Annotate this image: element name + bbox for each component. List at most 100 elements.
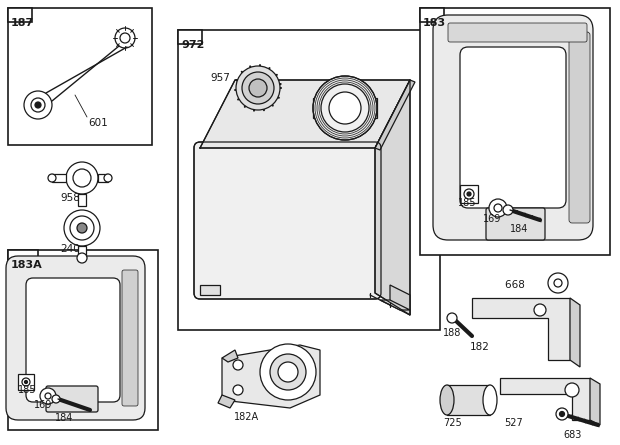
Circle shape xyxy=(66,162,98,194)
Text: 185: 185 xyxy=(18,385,37,395)
Bar xyxy=(8,8,32,22)
Circle shape xyxy=(40,388,56,404)
Bar xyxy=(460,185,478,203)
Circle shape xyxy=(233,360,243,370)
Bar xyxy=(8,250,38,264)
Circle shape xyxy=(242,72,274,104)
FancyBboxPatch shape xyxy=(569,32,590,223)
Circle shape xyxy=(104,174,112,182)
Circle shape xyxy=(73,169,91,187)
Circle shape xyxy=(24,91,52,119)
Text: 188: 188 xyxy=(443,328,461,338)
Circle shape xyxy=(534,304,546,316)
FancyBboxPatch shape xyxy=(460,47,566,208)
Text: 601: 601 xyxy=(88,118,108,128)
Polygon shape xyxy=(200,285,220,295)
Circle shape xyxy=(22,378,30,386)
Text: 183: 183 xyxy=(423,18,446,28)
Circle shape xyxy=(489,199,507,217)
Circle shape xyxy=(467,192,471,196)
Bar xyxy=(420,8,444,22)
Circle shape xyxy=(249,79,267,97)
Bar xyxy=(18,374,34,390)
Text: 169: 169 xyxy=(34,400,52,410)
Polygon shape xyxy=(590,378,600,425)
FancyBboxPatch shape xyxy=(46,386,98,412)
Circle shape xyxy=(447,313,457,323)
Text: 527: 527 xyxy=(504,418,523,428)
Circle shape xyxy=(559,412,564,417)
Polygon shape xyxy=(390,285,410,315)
Text: 169: 169 xyxy=(483,214,502,224)
Circle shape xyxy=(313,76,377,140)
Circle shape xyxy=(45,393,51,399)
Circle shape xyxy=(494,204,502,212)
Circle shape xyxy=(464,189,474,199)
Circle shape xyxy=(565,383,579,397)
Text: 182A: 182A xyxy=(234,412,259,422)
Circle shape xyxy=(25,380,27,384)
Text: 185: 185 xyxy=(458,198,477,208)
Circle shape xyxy=(35,102,41,108)
Text: 725: 725 xyxy=(443,418,462,428)
Circle shape xyxy=(556,408,568,420)
Circle shape xyxy=(48,174,56,182)
Circle shape xyxy=(52,395,60,403)
Circle shape xyxy=(115,28,135,48)
Circle shape xyxy=(31,98,45,112)
FancyBboxPatch shape xyxy=(486,208,545,240)
Text: 187: 187 xyxy=(11,18,34,28)
Circle shape xyxy=(321,84,369,132)
Polygon shape xyxy=(78,194,86,206)
Circle shape xyxy=(503,205,513,215)
Polygon shape xyxy=(200,80,410,148)
Polygon shape xyxy=(52,174,66,182)
Polygon shape xyxy=(98,174,108,182)
Text: 683: 683 xyxy=(563,430,582,440)
Polygon shape xyxy=(570,298,580,367)
FancyBboxPatch shape xyxy=(122,270,138,406)
Polygon shape xyxy=(375,80,415,150)
Circle shape xyxy=(329,92,361,124)
Circle shape xyxy=(278,362,298,382)
Polygon shape xyxy=(472,298,570,360)
FancyBboxPatch shape xyxy=(194,142,381,299)
Polygon shape xyxy=(375,80,410,315)
FancyBboxPatch shape xyxy=(433,15,593,240)
Circle shape xyxy=(260,344,316,400)
Bar xyxy=(178,30,202,44)
FancyBboxPatch shape xyxy=(26,278,120,402)
Bar xyxy=(8,8,152,145)
Text: 184: 184 xyxy=(510,224,528,234)
Polygon shape xyxy=(380,300,410,310)
FancyBboxPatch shape xyxy=(6,256,145,420)
Polygon shape xyxy=(78,246,86,258)
Polygon shape xyxy=(222,350,238,362)
Polygon shape xyxy=(447,385,490,415)
Bar xyxy=(8,250,158,430)
Circle shape xyxy=(236,66,280,110)
Text: 182: 182 xyxy=(470,342,490,352)
Circle shape xyxy=(548,273,568,293)
Ellipse shape xyxy=(440,385,454,415)
Polygon shape xyxy=(500,378,590,420)
Text: 957: 957 xyxy=(210,73,230,83)
Text: 958: 958 xyxy=(60,193,80,203)
Text: 183A: 183A xyxy=(11,260,43,270)
Circle shape xyxy=(64,210,100,246)
Circle shape xyxy=(554,279,562,287)
Bar xyxy=(178,30,440,330)
Circle shape xyxy=(233,385,243,395)
Text: eReplacementParts.com: eReplacementParts.com xyxy=(208,223,412,240)
FancyBboxPatch shape xyxy=(313,98,377,118)
Circle shape xyxy=(120,33,130,43)
Polygon shape xyxy=(218,395,235,408)
Circle shape xyxy=(270,354,306,390)
Circle shape xyxy=(77,253,87,263)
Ellipse shape xyxy=(483,385,497,415)
Text: 972: 972 xyxy=(181,40,205,50)
Bar xyxy=(420,8,610,255)
Text: 240: 240 xyxy=(60,244,80,254)
Text: 184: 184 xyxy=(55,413,73,423)
Text: 668: 668 xyxy=(505,280,528,290)
